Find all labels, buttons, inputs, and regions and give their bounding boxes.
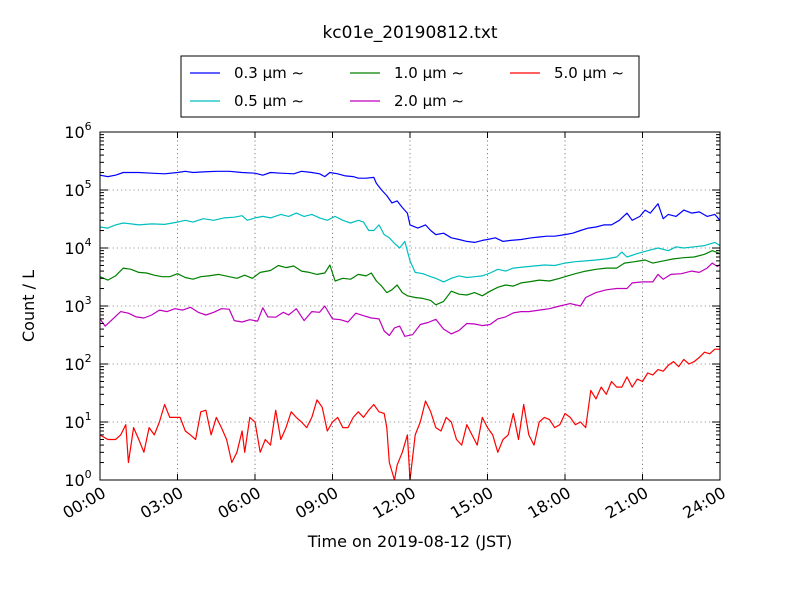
y-tick-label: 105 xyxy=(64,178,91,200)
axis-ticks xyxy=(99,131,721,481)
legend-box xyxy=(180,55,640,118)
y-tick-label: 106 xyxy=(64,120,91,142)
x-tick-label: 06:00 xyxy=(214,483,263,523)
legend-label-5: 5.0 μm ∼ xyxy=(554,64,624,82)
grid xyxy=(100,132,720,480)
x-tick-label: 09:00 xyxy=(292,483,341,523)
y-tick-label: 103 xyxy=(64,294,91,316)
series-line-1 xyxy=(100,170,720,243)
y-tick-labels: 100 101 102 103 104 105 106 xyxy=(64,120,91,490)
y-tick-label: 101 xyxy=(64,410,91,432)
series-line-5 xyxy=(100,348,720,480)
y-tick-label: 104 xyxy=(64,236,91,258)
chart-title: kc01e_20190812.txt xyxy=(322,23,497,43)
series-line-4 xyxy=(100,262,720,337)
x-tick-label: 18:00 xyxy=(524,483,573,523)
legend: 0.3 μm ∼ 0.5 μm ∼ 1.0 μm ∼ 2.0 μm ∼ 5.0 μm ∼ xyxy=(180,55,640,118)
x-tick-label: 24:00 xyxy=(679,483,728,523)
legend-label-2: 0.5 μm ∼ xyxy=(234,92,304,110)
series-group xyxy=(100,170,720,480)
y-tick-label: 102 xyxy=(64,352,91,374)
series-line-2 xyxy=(100,212,720,283)
series-line-3 xyxy=(100,250,720,306)
x-tick-label: 21:00 xyxy=(602,483,651,523)
x-tick-labels: 00:00 03:00 06:00 09:00 12:00 15:00 18:00 21:00… xyxy=(59,483,728,523)
legend-label-3: 1.0 μm ∼ xyxy=(394,64,464,82)
legend-label-4: 2.0 μm ∼ xyxy=(394,92,464,110)
x-tick-label: 12:00 xyxy=(369,483,418,523)
x-tick-label: 03:00 xyxy=(137,483,186,523)
legend-label-1: 0.3 μm ∼ xyxy=(234,64,304,82)
x-tick-label: 15:00 xyxy=(447,483,496,523)
y-axis-label: Count / L xyxy=(19,270,38,342)
y-tick-label: 100 xyxy=(64,468,91,490)
x-axis-label: Time on 2019-08-12 (JST) xyxy=(307,532,512,551)
